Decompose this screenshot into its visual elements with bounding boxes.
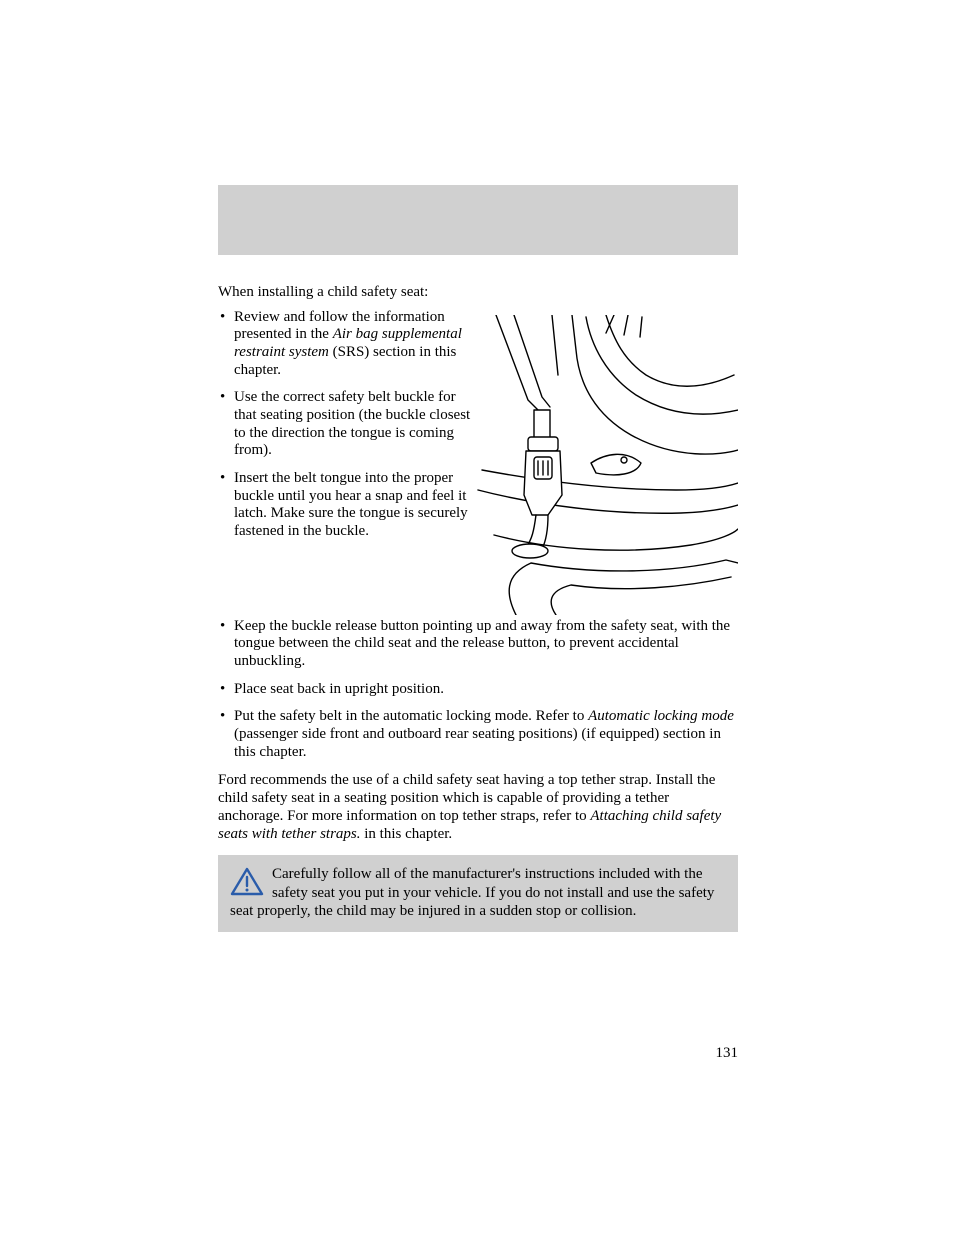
seatbelt-buckle-illustration: [476, 315, 738, 615]
bullet-text-pre: Keep the buckle release button pointing …: [234, 618, 730, 669]
bullet-item: Put the safety belt in the automatic loc…: [234, 708, 738, 761]
recommendation-paragraph: Ford recommends the use of a child safet…: [218, 771, 738, 843]
bullet-list-left: Review and follow the information presen…: [218, 309, 476, 541]
bullet-text-italic: Automatic locking mode: [588, 708, 734, 724]
bullet-item: Use the correct safety belt buckle for t…: [234, 389, 476, 460]
bullet-text-pre: Use the correct safety belt buckle for t…: [234, 389, 470, 458]
bullet-text-pre: Put the safety belt in the automatic loc…: [234, 708, 588, 724]
page-content: When installing a child safety seat: Rev…: [218, 185, 738, 932]
bullet-item: Keep the buckle release button pointing …: [234, 618, 738, 671]
bullet-list-wrap: Keep the buckle release button pointing …: [218, 618, 738, 671]
bullet-item: Place seat back in upright position.: [234, 681, 738, 699]
bullet-item: Review and follow the information presen…: [234, 309, 476, 380]
bullet-text-pre: Place seat back in upright position.: [234, 681, 444, 697]
warning-box: Carefully follow all of the manufacturer…: [218, 855, 738, 932]
header-band: [218, 185, 738, 255]
warning-triangle-icon: [230, 867, 264, 897]
content-row: Review and follow the information presen…: [218, 309, 738, 620]
warning-text: Carefully follow all of the manufacturer…: [230, 866, 714, 919]
illustration-column: [476, 309, 738, 620]
bullet-list-full: Place seat back in upright position. Put…: [218, 681, 738, 762]
page-number: 131: [716, 1045, 739, 1062]
left-text-column: Review and follow the information presen…: [218, 309, 476, 551]
bullet-text-pre: Insert the belt tongue into the proper b…: [234, 470, 468, 539]
bullet-text-post: (passenger side front and outboard rear …: [234, 726, 721, 760]
intro-line: When installing a child safety seat:: [218, 283, 738, 303]
para-text-post: in this chapter.: [361, 826, 453, 842]
bullet-item: Insert the belt tongue into the proper b…: [234, 470, 476, 541]
